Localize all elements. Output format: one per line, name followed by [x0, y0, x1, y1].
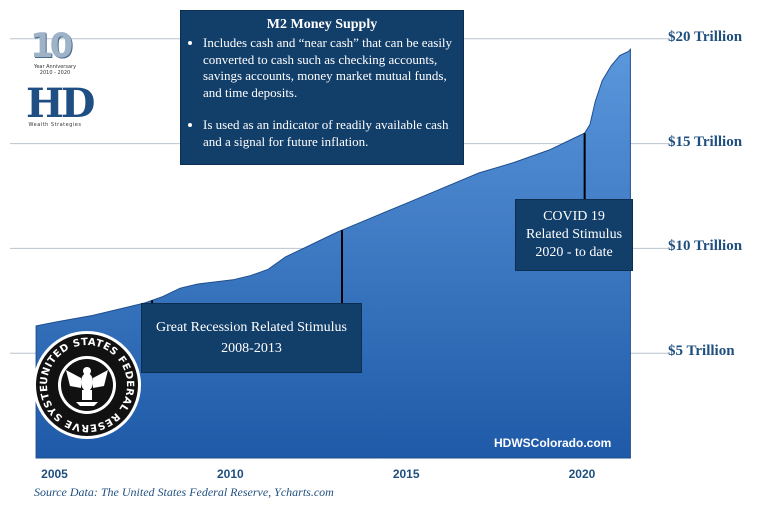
eagle-icon [66, 367, 108, 406]
annotation-bullets: Includes cash and “near cash” that can b… [189, 35, 455, 150]
covid-sublabel: Related Stimulus [525, 227, 623, 242]
x-tick-label: 2020 [568, 467, 596, 481]
x-tick-label: 2010 [216, 467, 244, 481]
x-tick-label: 2015 [392, 467, 420, 481]
annotation-bullet: Is used as an indicator of readily avail… [203, 117, 455, 150]
logo-number: 10 [30, 26, 73, 66]
recession-annotation-box: Great Recession Related Stimulus 2008-20… [141, 303, 362, 373]
recession-years: 2008-2013 [221, 341, 282, 356]
y-tick-label: $10 Trillion [668, 238, 743, 255]
x-tick-label: 2005 [41, 467, 68, 481]
m2-annotation-box: M2 Money Supply Includes cash and “near … [180, 10, 464, 165]
covid-annotation-box: COVID 19 Related Stimulus 2020 - to date [515, 199, 633, 271]
federal-reserve-seal-icon: UNITED STATES FEDERAL RESERVE SYSTEM [32, 330, 141, 439]
covid-years: 2020 - to date [535, 245, 613, 260]
y-tick-label: $5 Trillion [668, 343, 735, 360]
logo-anniversary: Year Anniversary 2010 - 2020 [33, 64, 77, 76]
y-tick-label: $20 Trillion [668, 28, 743, 45]
source-note: Source Data: The United States Federal R… [34, 485, 334, 499]
annotation-title: M2 Money Supply [266, 17, 378, 32]
covid-label: COVID 19 [543, 209, 605, 224]
y-tick-label: $15 Trillion [668, 133, 743, 150]
logo-initials: HD [26, 80, 96, 127]
website-label: HDWSColorado.com [494, 436, 612, 450]
logo-tagline: Wealth Strategies [28, 122, 82, 128]
annotation-bullet: Includes cash and “near cash” that can b… [203, 35, 455, 101]
hd-logo: 10 Year Anniversary 2010 - 2020 HD Wealt… [20, 24, 96, 134]
recession-label: Great Recession Related Stimulus [156, 320, 347, 335]
